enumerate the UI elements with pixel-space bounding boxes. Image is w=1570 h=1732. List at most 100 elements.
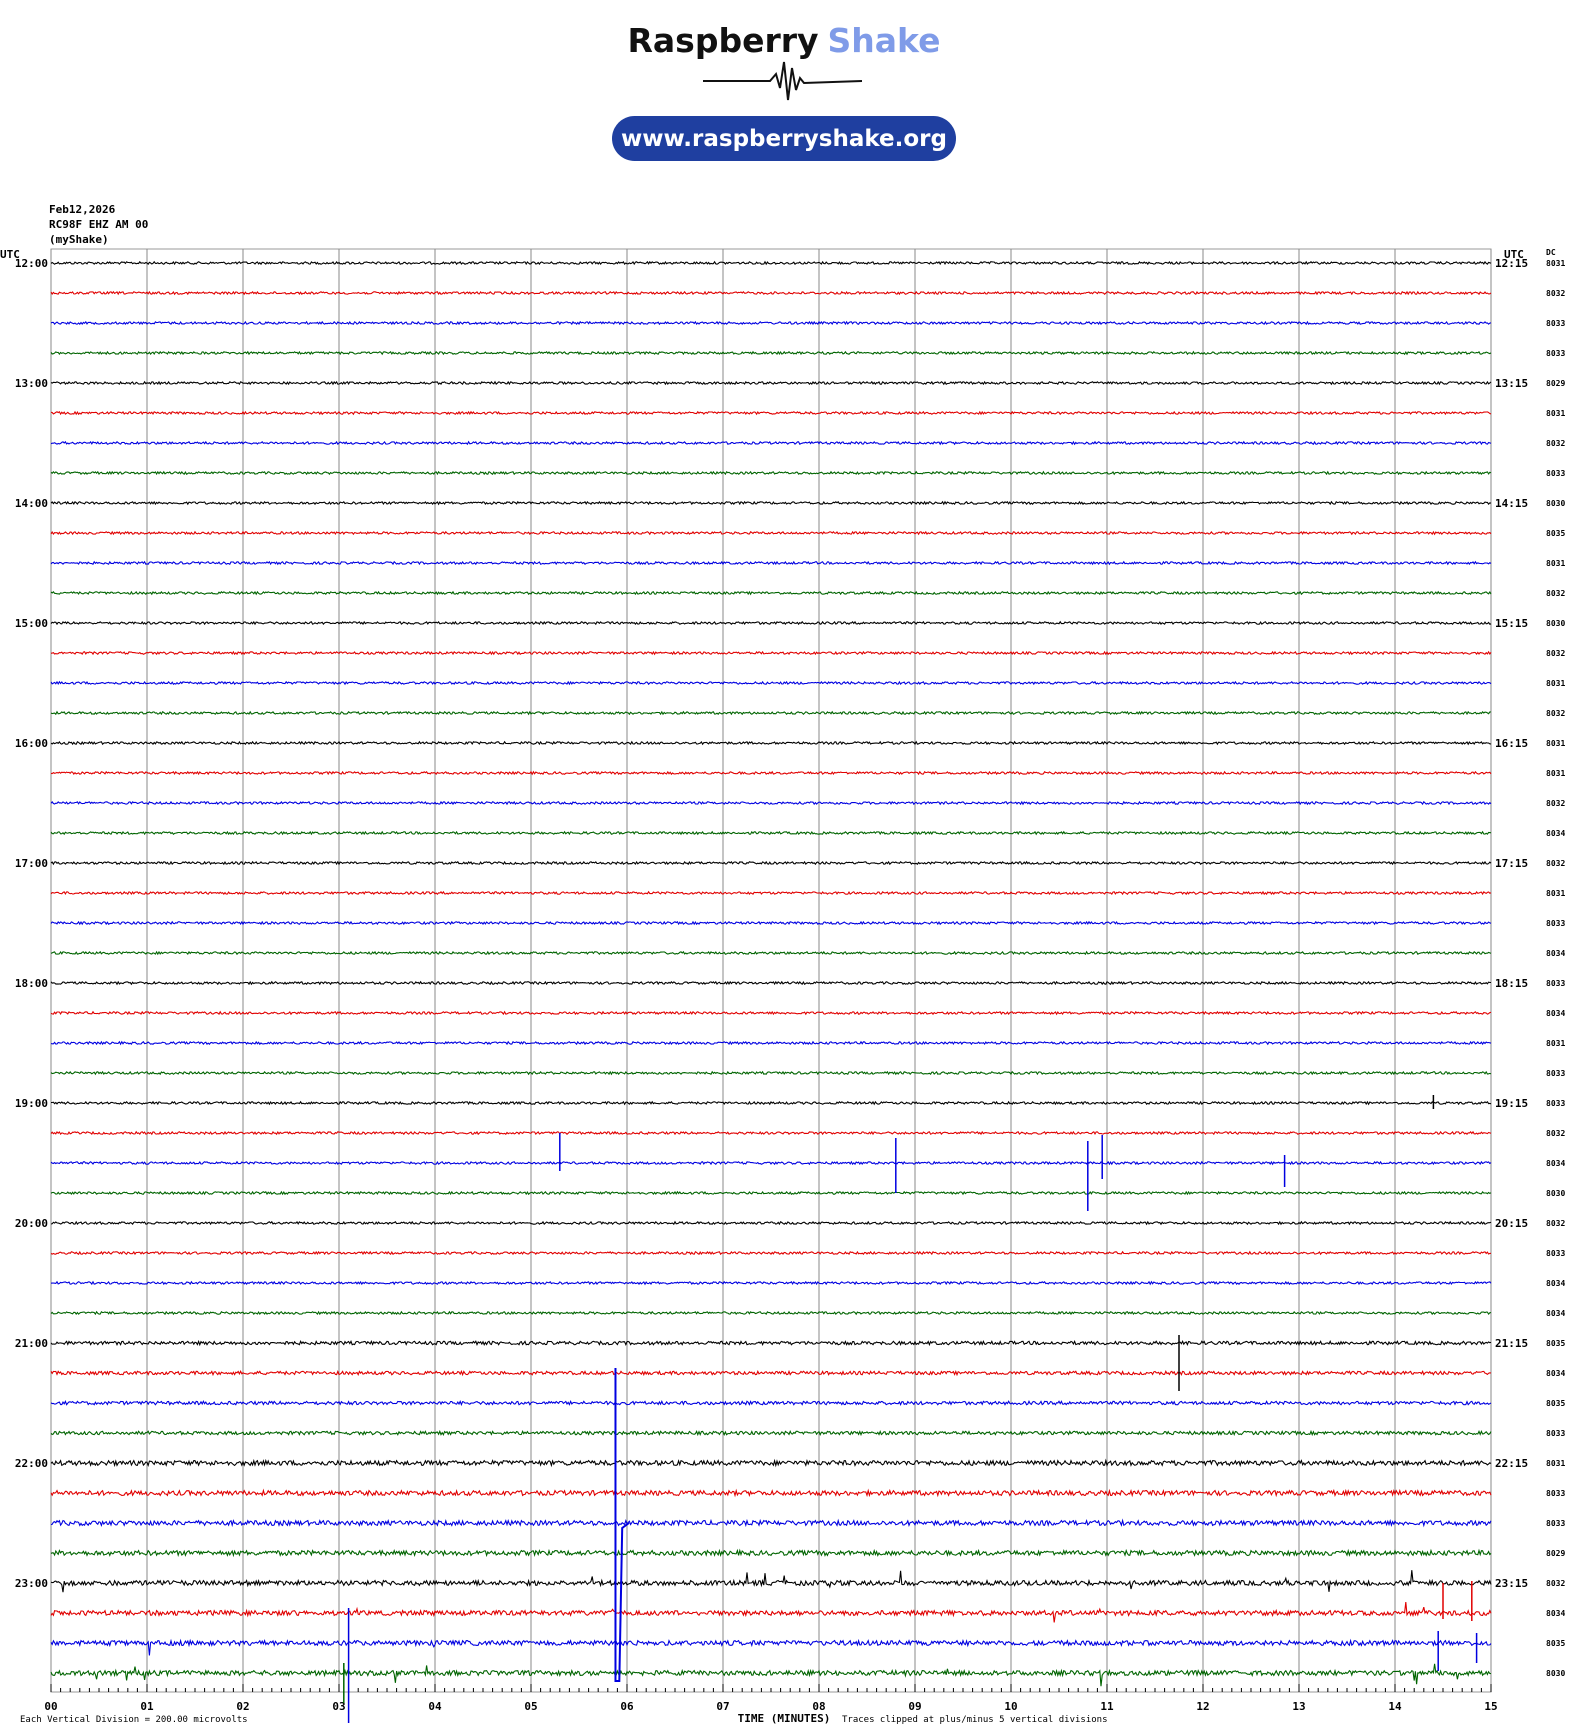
trace — [50, 800, 1492, 806]
dc-value: 8033 — [1546, 1519, 1565, 1528]
dc-value: 8032 — [1546, 649, 1565, 658]
dc-value: 8032 — [1546, 859, 1565, 868]
left-hour-label: 12:00 — [15, 257, 48, 270]
dc-value: 8032 — [1546, 1129, 1565, 1138]
trace — [50, 1250, 1492, 1256]
dc-value: 8030 — [1546, 1189, 1565, 1198]
dc-value: 8033 — [1546, 1099, 1565, 1108]
right-hour-label: 18:15 — [1495, 977, 1528, 990]
right-utc: UTC — [1504, 248, 1524, 261]
left-hour-label: 18:00 — [15, 977, 48, 990]
header-line: RC98F EHZ AM 00 — [49, 218, 148, 231]
left-hour-label: 16:00 — [15, 737, 48, 750]
x-tick-label: 01 — [140, 1700, 154, 1713]
trace — [50, 1100, 1492, 1106]
x-axis-label: TIME (MINUTES) — [738, 1712, 831, 1725]
dc-value: 8031 — [1546, 259, 1565, 268]
trace — [50, 1130, 1492, 1136]
trace — [50, 590, 1492, 596]
dc-value: 8033 — [1546, 469, 1565, 478]
trace — [50, 1570, 1492, 1593]
event-large — [614, 1368, 630, 1682]
dc-value: 8034 — [1546, 1309, 1565, 1318]
x-tick-label: 07 — [716, 1700, 729, 1713]
dc-value: 8033 — [1546, 1069, 1565, 1078]
dc-value: 8030 — [1546, 1669, 1565, 1678]
trace — [50, 1010, 1492, 1016]
trace — [50, 680, 1492, 686]
trace — [50, 1638, 1492, 1656]
x-tick-label: 11 — [1100, 1700, 1114, 1713]
left-hour-label: 14:00 — [15, 497, 48, 510]
trace — [50, 320, 1492, 326]
dc-value: 8033 — [1546, 319, 1565, 328]
dc-value: 8034 — [1546, 1369, 1565, 1378]
trace — [50, 950, 1492, 956]
trace — [50, 650, 1492, 656]
trace — [50, 350, 1492, 356]
plot-frame — [50, 248, 1492, 1693]
left-hour-label: 15:00 — [15, 617, 48, 630]
dc-value: 8032 — [1546, 1219, 1565, 1228]
dc-value: 8035 — [1546, 1399, 1565, 1408]
trace — [50, 770, 1492, 776]
x-tick-label: 05 — [524, 1700, 537, 1713]
trace — [50, 1458, 1492, 1468]
trace — [50, 710, 1492, 716]
x-tick-label: 00 — [44, 1700, 57, 1713]
trace — [50, 1280, 1492, 1286]
dc-value: 8034 — [1546, 1609, 1565, 1618]
trace — [50, 1663, 1492, 1687]
left-hour-label: 22:00 — [15, 1457, 48, 1470]
right-hour-label: 23:15 — [1495, 1577, 1528, 1590]
right-hour-label: 21:15 — [1495, 1337, 1528, 1350]
trace — [50, 620, 1492, 626]
dc-label: DC — [1546, 248, 1556, 257]
url: www.raspberryshake.org — [621, 126, 947, 152]
left-hour-label: 20:00 — [15, 1217, 48, 1230]
dc-value: 8034 — [1546, 1009, 1565, 1018]
right-hour-label: 20:15 — [1495, 1217, 1528, 1230]
right-hour-label: 13:15 — [1495, 377, 1528, 390]
right-hour-label: 19:15 — [1495, 1097, 1528, 1110]
dc-value: 8030 — [1546, 499, 1565, 508]
dc-value: 8035 — [1546, 529, 1565, 538]
x-tick-label: 10 — [1004, 1700, 1017, 1713]
dc-value: 8031 — [1546, 739, 1565, 748]
trace — [50, 920, 1492, 926]
dc-value: 8029 — [1546, 379, 1565, 388]
dc-value: 8033 — [1546, 979, 1565, 988]
trace — [50, 380, 1492, 386]
dc-value: 8032 — [1546, 799, 1565, 808]
x-tick-label: 03 — [332, 1700, 345, 1713]
dc-value: 8032 — [1546, 1579, 1565, 1588]
trace — [50, 860, 1492, 866]
dc-value: 8032 — [1546, 709, 1565, 718]
dc-value: 8029 — [1546, 1549, 1565, 1558]
trace — [50, 830, 1492, 836]
trace — [50, 410, 1492, 416]
trace — [50, 1070, 1492, 1076]
left-hour-label: 23:00 — [15, 1577, 48, 1590]
trace — [50, 1518, 1492, 1528]
logo-accent: Shake — [828, 21, 941, 60]
trace — [50, 1429, 1492, 1437]
clip-note: Traces clipped at plus/minus 5 vertical … — [842, 1715, 1108, 1725]
scale-note: Each Vertical Division = 200.00 microvol… — [20, 1715, 248, 1725]
logo-word: Raspberry — [628, 21, 819, 60]
x-tick-label: 02 — [236, 1700, 249, 1713]
x-tick-label: 08 — [812, 1700, 825, 1713]
dc-value: 8031 — [1546, 769, 1565, 778]
left-hour-label: 17:00 — [15, 857, 48, 870]
x-tick-label: 04 — [428, 1700, 442, 1713]
x-tick-label: 13 — [1292, 1700, 1305, 1713]
dc-value: 8034 — [1546, 949, 1565, 958]
trace — [50, 1310, 1492, 1316]
dc-value: 8031 — [1546, 409, 1565, 418]
dc-value: 8032 — [1546, 589, 1565, 598]
trace — [50, 260, 1492, 266]
dc-value: 8034 — [1546, 1159, 1565, 1168]
trace — [50, 1339, 1492, 1347]
dc-value: 8034 — [1546, 829, 1565, 838]
